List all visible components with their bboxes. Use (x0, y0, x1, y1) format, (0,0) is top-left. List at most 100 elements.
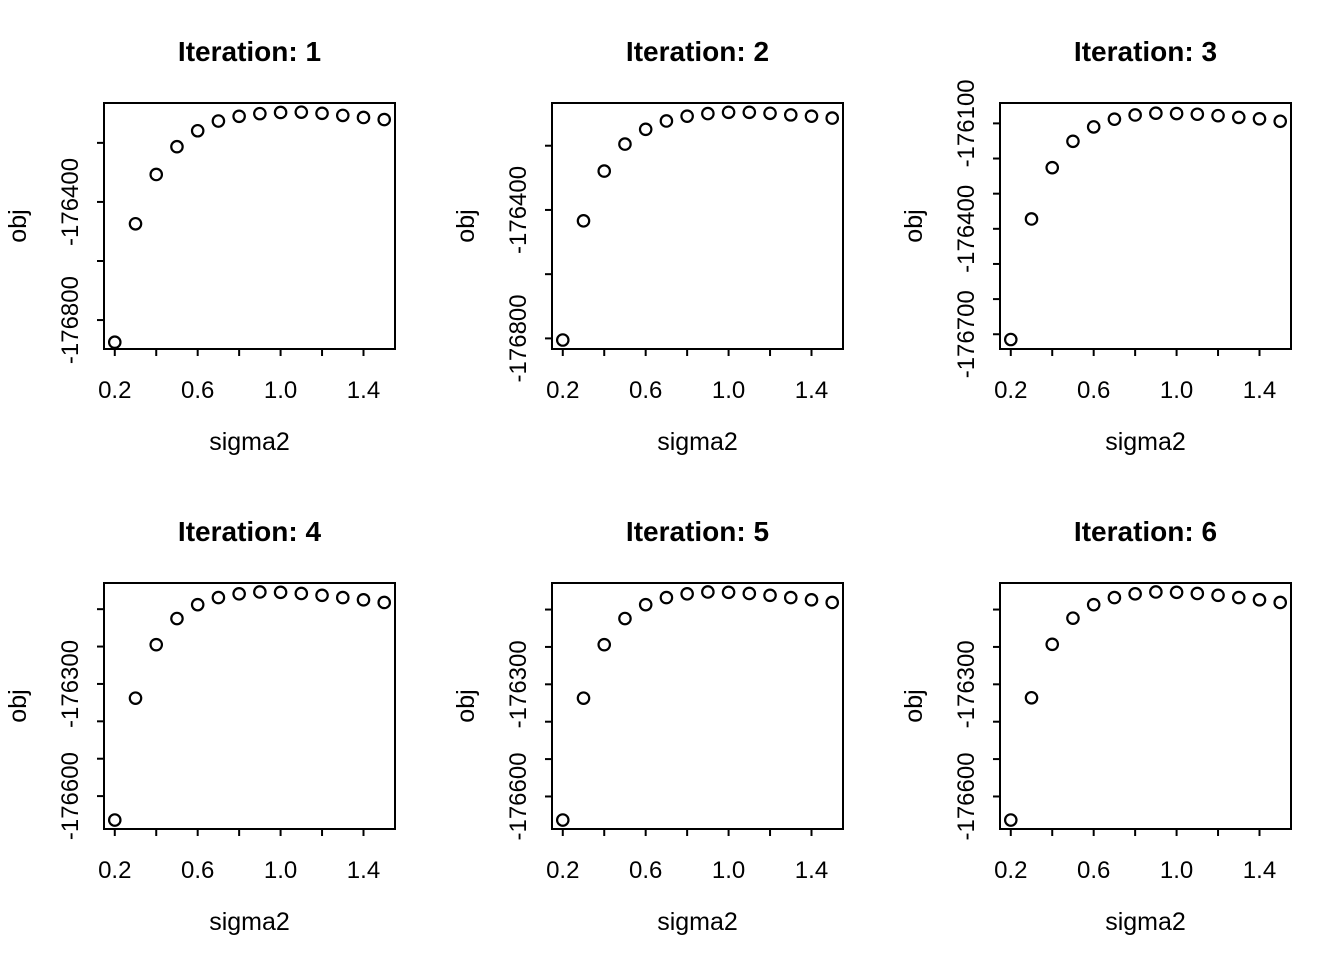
data-point (1231, 590, 1246, 605)
x-tick-label: 0.6 (629, 857, 662, 884)
plot-svg: 0.2 0.6 1.0 1.4 -176400 -176800 sigma2 obj Itera… (452, 36, 844, 456)
data-point (1273, 114, 1288, 129)
data-point (211, 590, 226, 605)
x-tick-label: 1.4 (1243, 857, 1276, 884)
y-tick-label: -176300 (505, 640, 532, 728)
data-point (1086, 597, 1101, 612)
x-tick-label: 0.6 (181, 377, 214, 404)
y-axis-label: obj (900, 689, 928, 722)
data-point (701, 585, 715, 599)
plot-svg: 0.2 0.6 1.0 1.4 -176300 -176600 sigma2 obj Itera… (4, 516, 396, 936)
data-point (618, 137, 632, 151)
data-point (1003, 813, 1018, 827)
y-axis-label: obj (4, 689, 32, 722)
data-point (273, 585, 288, 600)
data-point (721, 105, 736, 120)
y-tick-label: -176300 (57, 640, 84, 728)
plot-svg: 0.2 0.6 1.0 1.4 -176300 -176600 sigma2 obj Itera… (900, 516, 1292, 936)
data-point (763, 106, 777, 121)
y-tick-label: -176600 (57, 752, 84, 840)
plot-panel-iteration-1: 0.2 0.6 1.0 1.4 -176400 -176800 sigma2 obj Itera… (0, 0, 448, 480)
panel-title: Iteration: 2 (626, 36, 769, 67)
y-axis-label: obj (452, 689, 480, 722)
data-point (1086, 120, 1101, 134)
x-axis-label: sigma2 (657, 428, 738, 456)
y-tick-label: -176400 (57, 158, 84, 246)
panel-title: Iteration: 5 (626, 516, 769, 547)
data-point (659, 590, 674, 605)
x-tick-label: 0.2 (546, 857, 579, 884)
plot-box (551, 582, 844, 830)
x-tick-label: 0.6 (181, 857, 214, 884)
data-point (253, 106, 267, 121)
y-tick-label: -176300 (953, 640, 980, 728)
y-tick-label: -176800 (505, 294, 532, 382)
data-point (680, 109, 694, 123)
data-point (190, 123, 205, 138)
x-axis-label: sigma2 (209, 908, 290, 936)
y-tick-label: -176400 (505, 166, 532, 254)
x-tick-label: 1.0 (264, 377, 297, 404)
data-point (294, 105, 309, 119)
plot-panel-iteration-3: 0.2 0.6 1.0 1.4 -176100 -176400 -176700 sigma2 o… (896, 0, 1344, 480)
data-point (1066, 134, 1080, 149)
x-axis-label: sigma2 (1105, 428, 1186, 456)
x-tick-label: 0.2 (994, 857, 1027, 884)
data-point (555, 813, 570, 827)
plot-svg: 0.2 0.6 1.0 1.4 -176400 -176800 sigma2 obj Itera… (4, 36, 396, 456)
x-tick-label: 0.2 (98, 377, 131, 404)
data-point (128, 691, 143, 705)
data-point (721, 585, 736, 600)
data-point (253, 585, 267, 599)
data-point (335, 590, 350, 605)
data-point (638, 122, 653, 137)
panel-title: Iteration: 3 (1074, 36, 1217, 67)
data-point (273, 105, 288, 120)
data-point (1169, 585, 1184, 600)
data-point (638, 597, 653, 612)
y-tick-label: -176400 (953, 185, 980, 273)
x-axis-label: sigma2 (209, 428, 290, 456)
data-point (149, 637, 164, 652)
data-point (1024, 690, 1039, 705)
data-point (1107, 590, 1122, 605)
data-point (1149, 106, 1163, 120)
x-tick-label: 1.4 (347, 857, 380, 884)
x-tick-label: 1.4 (795, 857, 828, 884)
data-point (170, 611, 184, 626)
data-point (597, 164, 612, 178)
data-point (1252, 112, 1267, 126)
data-point (149, 167, 164, 182)
data-point (618, 611, 632, 626)
data-point (294, 586, 309, 601)
data-point (211, 114, 226, 128)
data-point (555, 333, 570, 347)
data-point (128, 216, 143, 231)
y-tick-label: -176800 (57, 276, 84, 364)
data-point (1003, 332, 1018, 347)
data-point (783, 108, 798, 122)
plot-panel-iteration-6: 0.2 0.6 1.0 1.4 -176300 -176600 sigma2 obj Itera… (896, 480, 1344, 960)
data-point (825, 595, 840, 610)
x-tick-label: 1.0 (1160, 377, 1193, 404)
data-point (804, 109, 819, 123)
data-point (1190, 586, 1205, 601)
x-tick-label: 0.2 (98, 857, 131, 884)
data-point (1252, 593, 1267, 607)
data-point (1045, 160, 1060, 175)
data-point (742, 586, 757, 601)
plot-svg: 0.2 0.6 1.0 1.4 -176300 -176600 sigma2 obj Itera… (452, 516, 844, 936)
x-tick-label: 1.0 (1160, 857, 1193, 884)
x-tick-label: 0.6 (1077, 857, 1110, 884)
data-point (1128, 587, 1142, 601)
data-point (680, 587, 694, 601)
data-point (107, 335, 122, 350)
x-tick-label: 1.0 (712, 857, 745, 884)
data-point (232, 587, 246, 601)
data-point (1107, 112, 1122, 126)
data-point (804, 593, 819, 607)
data-point (190, 597, 205, 612)
plot-box (551, 102, 844, 350)
y-tick-label: -176600 (953, 752, 980, 840)
